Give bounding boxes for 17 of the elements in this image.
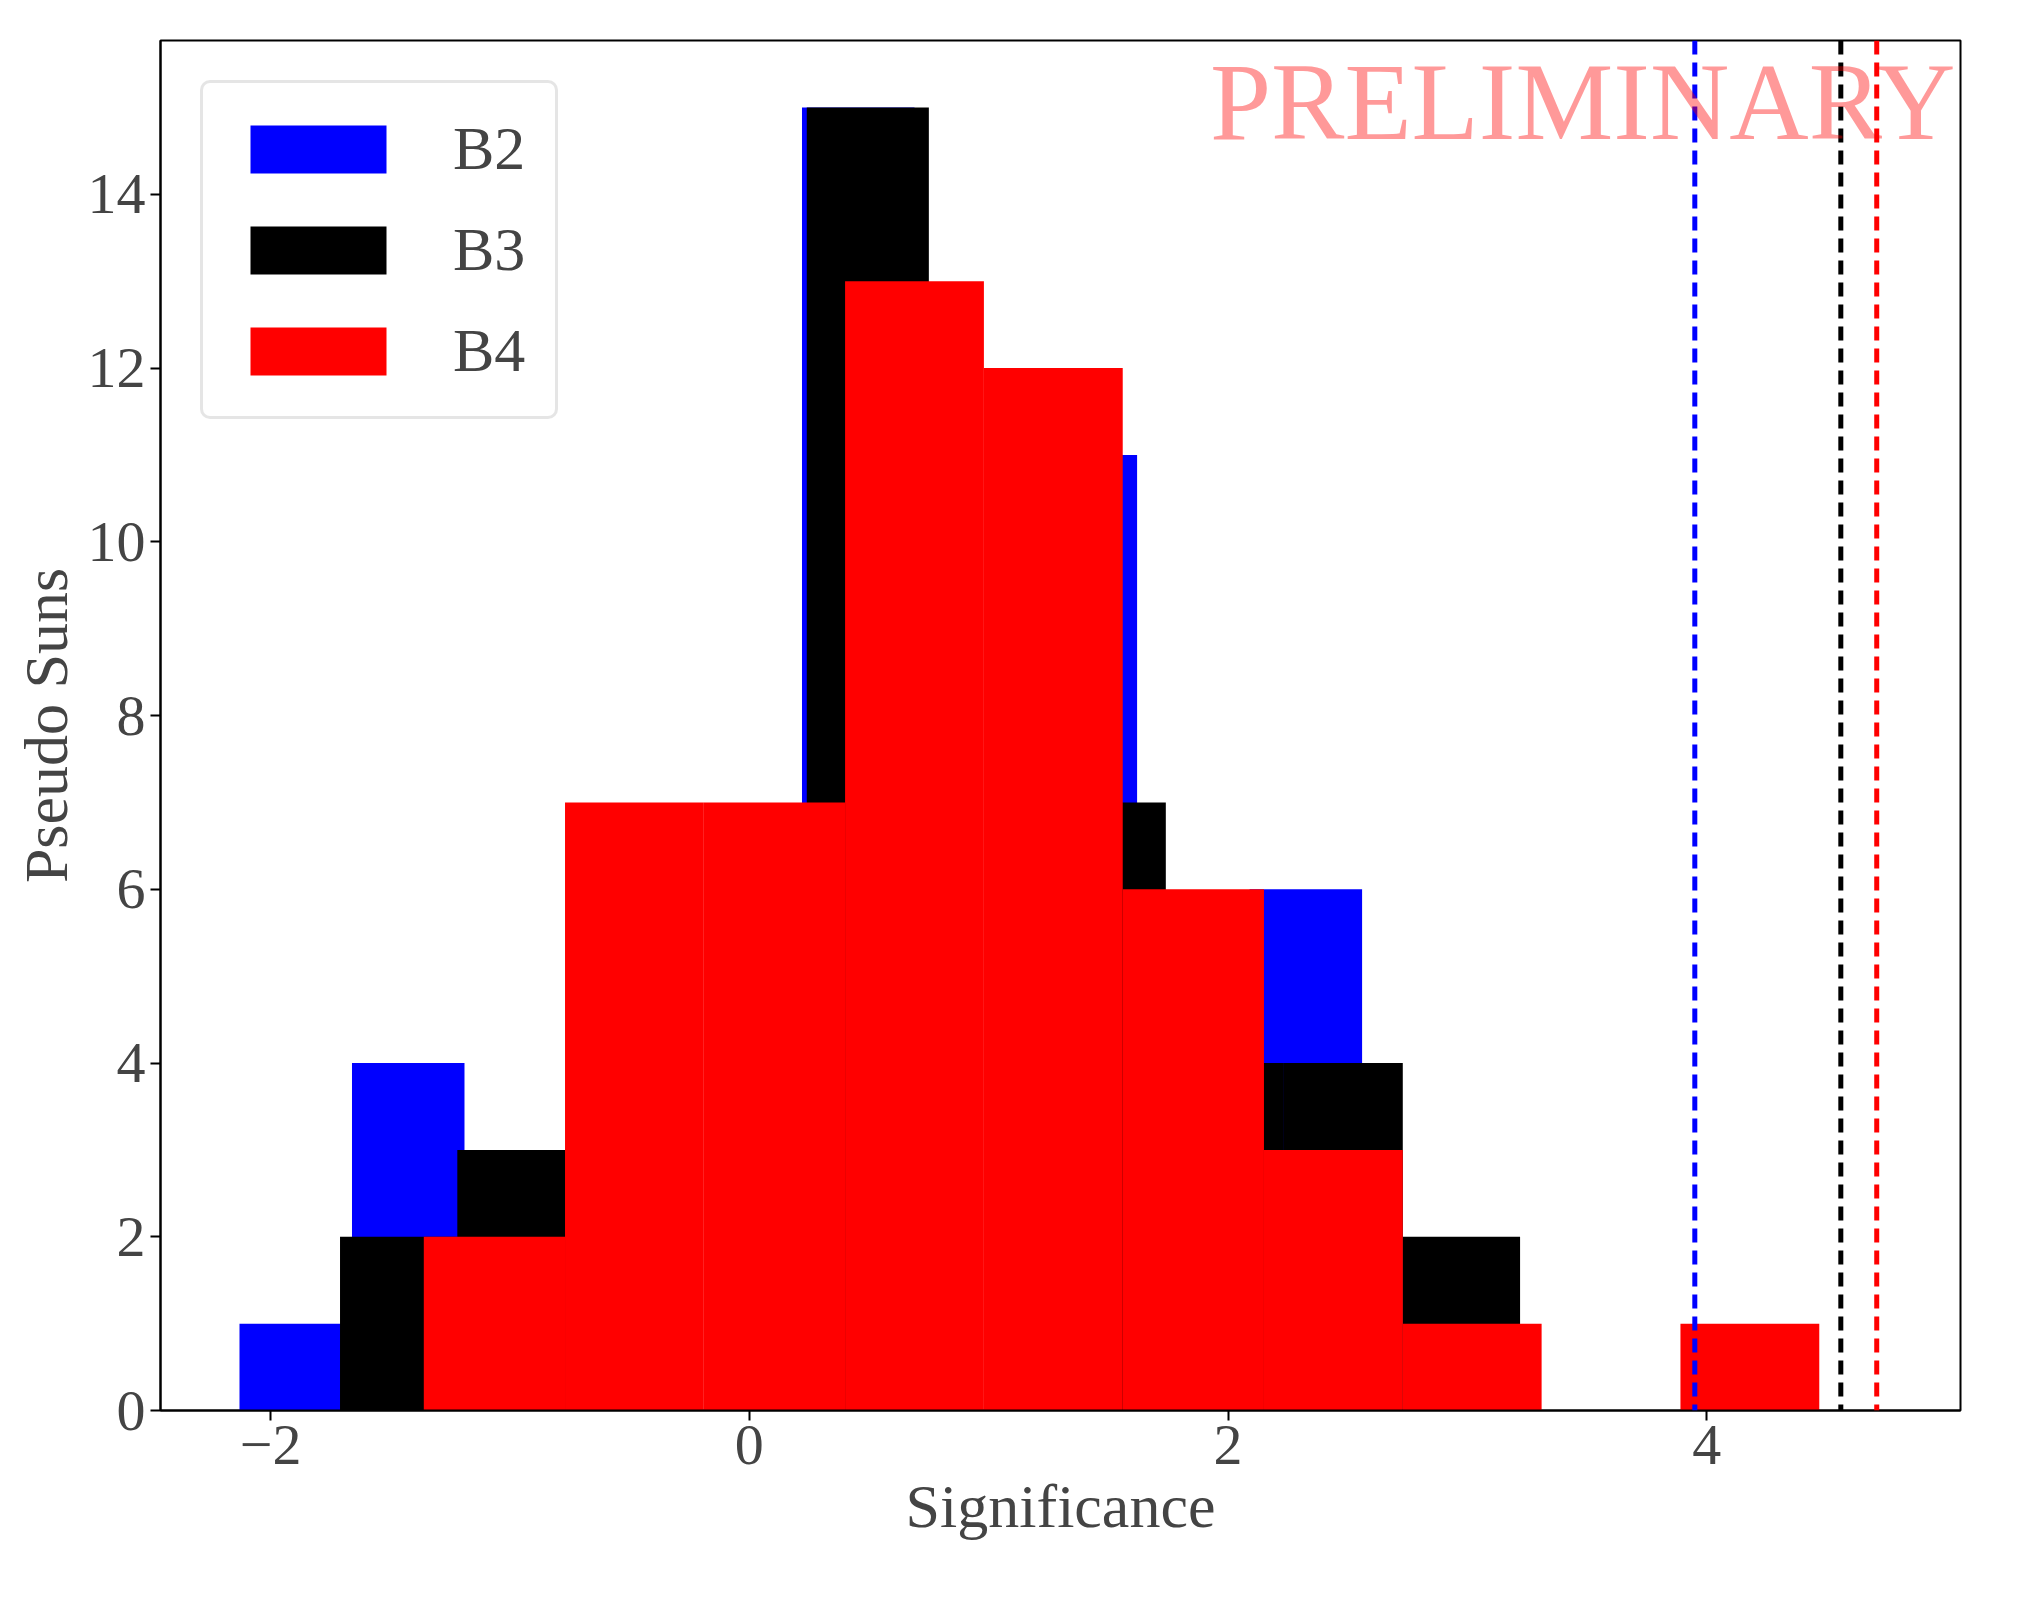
annotation: PRELIMINARY — [1209, 40, 1956, 163]
y-tick-label: 6 — [116, 856, 146, 922]
legend-label: B3 — [453, 214, 526, 285]
y-tick-label: 4 — [116, 1030, 146, 1095]
y-tick-label: 8 — [116, 682, 146, 748]
y-tick-label: 2 — [116, 1203, 146, 1269]
legend-label: B4 — [453, 315, 526, 386]
x-axis-title: Significance — [905, 1471, 1216, 1540]
y-tick-label: 10 — [87, 508, 146, 574]
y-tick-label: 14 — [87, 161, 146, 227]
x-tick-label: −2 — [239, 1411, 302, 1477]
x-tick-label: 2 — [1213, 1411, 1243, 1477]
y-tick-label: 12 — [87, 335, 146, 401]
legend-label: B2 — [453, 113, 526, 184]
x-tick-label: 0 — [734, 1411, 764, 1477]
x-tick-label: 4 — [1692, 1411, 1722, 1477]
y-axis-title: Pseudo Suns — [11, 567, 80, 884]
